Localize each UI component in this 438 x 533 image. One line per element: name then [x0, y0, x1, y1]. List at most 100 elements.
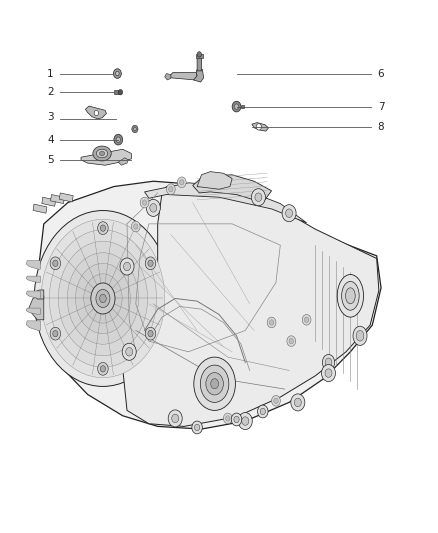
- Circle shape: [98, 362, 108, 375]
- Bar: [50, 195, 64, 204]
- Polygon shape: [81, 149, 131, 165]
- Polygon shape: [26, 291, 40, 298]
- Circle shape: [148, 260, 153, 266]
- Ellipse shape: [342, 281, 359, 310]
- Polygon shape: [26, 308, 40, 314]
- Ellipse shape: [93, 146, 111, 161]
- Circle shape: [113, 69, 121, 78]
- Text: 1: 1: [47, 69, 54, 78]
- Bar: [59, 193, 73, 202]
- Circle shape: [50, 327, 60, 340]
- Polygon shape: [37, 181, 381, 429]
- Circle shape: [321, 365, 336, 382]
- Circle shape: [148, 330, 153, 337]
- Text: 5: 5: [47, 155, 54, 165]
- Circle shape: [194, 424, 200, 431]
- Polygon shape: [165, 74, 171, 80]
- Circle shape: [238, 413, 252, 430]
- Ellipse shape: [49, 230, 156, 367]
- Circle shape: [251, 189, 265, 206]
- Circle shape: [168, 410, 182, 427]
- Circle shape: [114, 134, 123, 145]
- Ellipse shape: [200, 365, 229, 402]
- Circle shape: [274, 398, 278, 403]
- Text: 3: 3: [47, 112, 54, 122]
- Circle shape: [242, 417, 249, 425]
- Ellipse shape: [41, 220, 165, 377]
- Circle shape: [100, 366, 106, 372]
- Circle shape: [140, 197, 149, 208]
- Circle shape: [260, 408, 265, 415]
- Polygon shape: [194, 69, 204, 82]
- Ellipse shape: [34, 211, 172, 386]
- Ellipse shape: [346, 288, 355, 304]
- Circle shape: [116, 71, 119, 76]
- Circle shape: [291, 394, 305, 411]
- Circle shape: [286, 209, 293, 217]
- Circle shape: [134, 224, 138, 229]
- Circle shape: [256, 124, 261, 130]
- Ellipse shape: [99, 294, 106, 303]
- Circle shape: [132, 125, 138, 133]
- Ellipse shape: [211, 378, 219, 389]
- Ellipse shape: [96, 290, 110, 307]
- Bar: [114, 90, 120, 94]
- Circle shape: [169, 187, 173, 192]
- Circle shape: [267, 317, 276, 328]
- Ellipse shape: [67, 253, 139, 344]
- Ellipse shape: [206, 373, 223, 395]
- Circle shape: [131, 221, 140, 232]
- Circle shape: [304, 317, 309, 322]
- Circle shape: [255, 193, 262, 201]
- Bar: [42, 197, 56, 206]
- Ellipse shape: [96, 289, 110, 308]
- Circle shape: [232, 101, 241, 112]
- Circle shape: [122, 343, 136, 360]
- Circle shape: [282, 205, 296, 222]
- Circle shape: [234, 416, 239, 423]
- Circle shape: [289, 338, 293, 344]
- Bar: [241, 105, 244, 108]
- Circle shape: [287, 336, 296, 346]
- Polygon shape: [118, 158, 128, 165]
- Circle shape: [120, 258, 134, 275]
- Ellipse shape: [84, 274, 122, 323]
- Ellipse shape: [337, 274, 364, 317]
- Circle shape: [258, 405, 268, 418]
- Circle shape: [166, 184, 175, 195]
- Ellipse shape: [96, 149, 108, 158]
- Circle shape: [294, 398, 301, 407]
- Circle shape: [177, 177, 186, 188]
- Circle shape: [226, 416, 230, 421]
- Ellipse shape: [99, 151, 105, 156]
- Polygon shape: [123, 187, 379, 426]
- Circle shape: [118, 90, 123, 95]
- Text: 6: 6: [378, 69, 385, 78]
- Bar: [196, 54, 203, 58]
- Ellipse shape: [194, 357, 236, 410]
- Circle shape: [53, 260, 58, 266]
- Ellipse shape: [353, 326, 367, 345]
- Polygon shape: [85, 106, 106, 119]
- Circle shape: [272, 395, 280, 406]
- Text: 4: 4: [47, 135, 54, 144]
- Ellipse shape: [322, 354, 335, 370]
- Polygon shape: [145, 183, 307, 223]
- Circle shape: [192, 421, 202, 434]
- Circle shape: [302, 314, 311, 325]
- Circle shape: [116, 137, 120, 142]
- Polygon shape: [193, 175, 272, 203]
- Circle shape: [126, 348, 133, 356]
- Ellipse shape: [356, 330, 364, 341]
- Ellipse shape: [75, 263, 131, 334]
- Polygon shape: [26, 321, 40, 330]
- Polygon shape: [197, 55, 201, 71]
- Circle shape: [145, 327, 156, 340]
- Circle shape: [172, 414, 179, 423]
- Circle shape: [142, 200, 147, 205]
- Text: 2: 2: [47, 87, 54, 97]
- Circle shape: [50, 257, 60, 270]
- Text: 8: 8: [378, 122, 385, 132]
- Circle shape: [269, 320, 274, 325]
- Ellipse shape: [91, 282, 115, 314]
